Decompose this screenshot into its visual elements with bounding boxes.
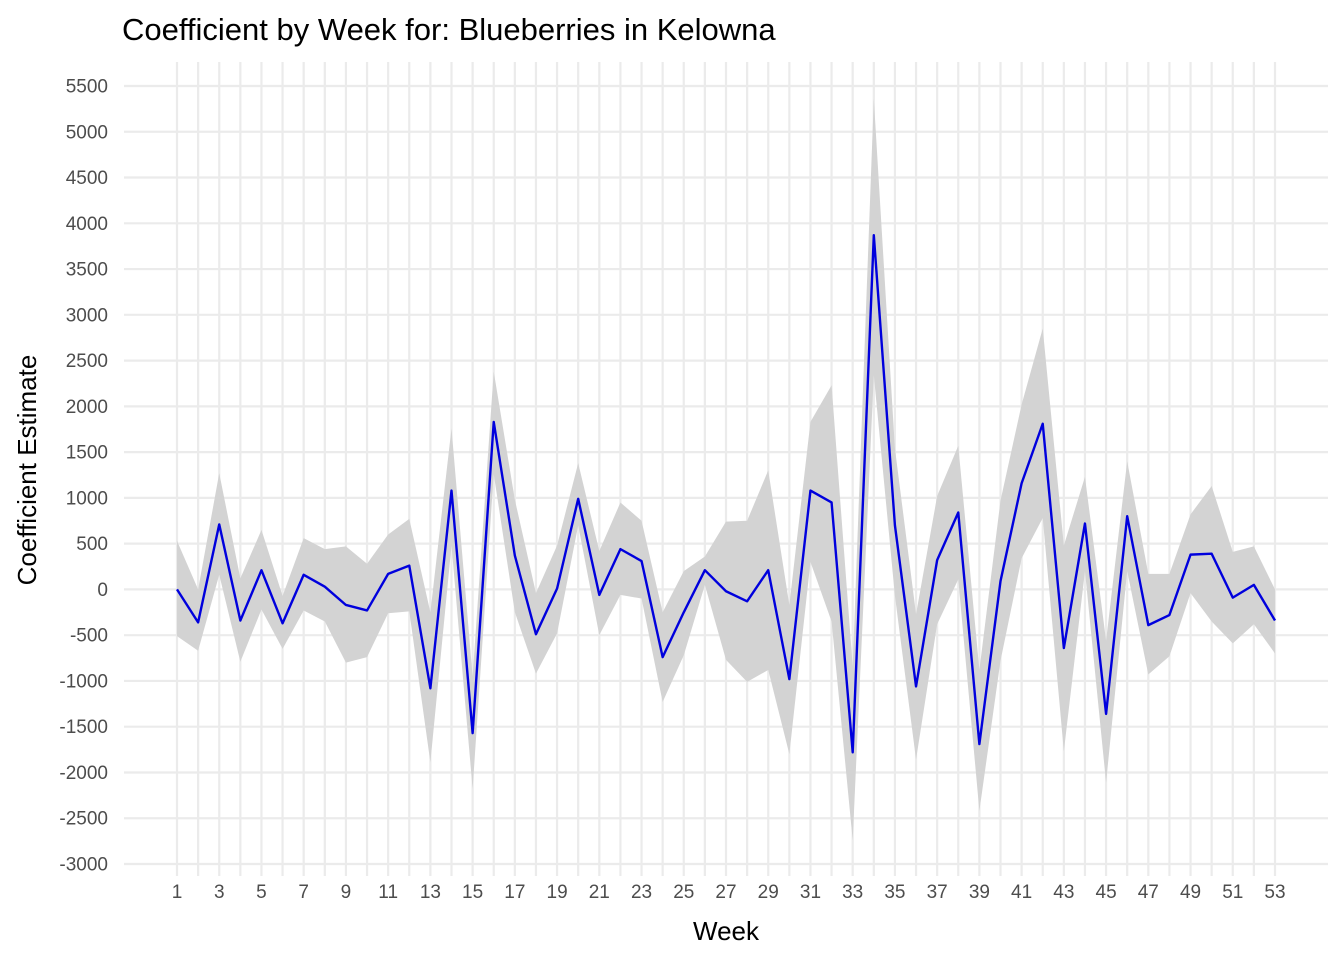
x-axis-tick-labels: 1 3 5 7 9 11 13 15 17 19 21 23 25 27 29 31 33 35 37 39 41 43 4… bbox=[172, 882, 1286, 903]
y-tick-label: 2000 bbox=[66, 397, 108, 418]
x-tick-label: 35 bbox=[884, 882, 905, 903]
grid-minor bbox=[197, 62, 1255, 876]
x-tick-label: 31 bbox=[800, 882, 821, 903]
x-tick-label: 33 bbox=[842, 882, 863, 903]
y-tick-label: 1000 bbox=[66, 488, 108, 509]
x-tick-label: 43 bbox=[1053, 882, 1074, 903]
x-tick-label: 19 bbox=[547, 882, 568, 903]
confidence-ribbon bbox=[177, 98, 1275, 841]
y-tick-label: -3000 bbox=[59, 855, 108, 876]
x-tick-label: 11 bbox=[378, 882, 398, 903]
x-tick-label: 51 bbox=[1222, 882, 1243, 903]
chart-title: Coefficient by Week for: Blueberries in … bbox=[122, 12, 776, 47]
y-tick-label: 0 bbox=[97, 580, 108, 601]
x-tick-label: 53 bbox=[1264, 882, 1285, 903]
x-tick-label: 37 bbox=[927, 882, 948, 903]
x-tick-label: 49 bbox=[1180, 882, 1201, 903]
y-tick-label: -500 bbox=[70, 626, 108, 647]
x-tick-label: 15 bbox=[462, 882, 483, 903]
y-tick-label: -1000 bbox=[59, 671, 108, 692]
y-tick-label: 5500 bbox=[66, 77, 108, 98]
x-tick-label: 45 bbox=[1096, 882, 1117, 903]
x-tick-label: 9 bbox=[341, 882, 352, 903]
x-tick-label: 1 bbox=[172, 882, 183, 903]
y-tick-label: 1500 bbox=[66, 443, 108, 464]
y-tick-label: -2500 bbox=[59, 809, 108, 830]
y-tick-label: 500 bbox=[76, 534, 108, 555]
x-tick-label: 29 bbox=[758, 882, 779, 903]
y-tick-label: 2500 bbox=[66, 351, 108, 372]
y-tick-label: -2000 bbox=[59, 763, 108, 784]
x-tick-label: 5 bbox=[256, 882, 267, 903]
y-tick-label: 4500 bbox=[66, 168, 108, 189]
x-tick-label: 7 bbox=[298, 882, 309, 903]
y-axis-title: Coefficient Estimate bbox=[12, 355, 42, 586]
x-tick-label: 13 bbox=[420, 882, 441, 903]
y-tick-label: 3000 bbox=[66, 305, 108, 326]
coefficient-line bbox=[175, 233, 1277, 754]
x-tick-label: 41 bbox=[1011, 882, 1032, 903]
x-tick-label: 21 bbox=[589, 882, 610, 903]
y-axis-tick-labels: -3000 -2500 -2000 -1500 -1000 -500 0 500 1000 150… bbox=[59, 77, 108, 876]
y-tick-label: 4000 bbox=[66, 214, 108, 235]
x-tick-label: 3 bbox=[214, 882, 225, 903]
x-tick-label: 25 bbox=[673, 882, 694, 903]
x-axis-title: Week bbox=[693, 916, 760, 946]
x-tick-label: 47 bbox=[1138, 882, 1159, 903]
x-tick-label: 23 bbox=[631, 882, 652, 903]
x-tick-label: 17 bbox=[504, 882, 525, 903]
x-tick-label: 39 bbox=[969, 882, 990, 903]
y-tick-label: 3500 bbox=[66, 260, 108, 281]
grid-major bbox=[124, 62, 1328, 876]
x-tick-label: 27 bbox=[715, 882, 736, 903]
y-tick-label: -1500 bbox=[59, 717, 108, 738]
y-tick-label: 5000 bbox=[66, 122, 108, 143]
